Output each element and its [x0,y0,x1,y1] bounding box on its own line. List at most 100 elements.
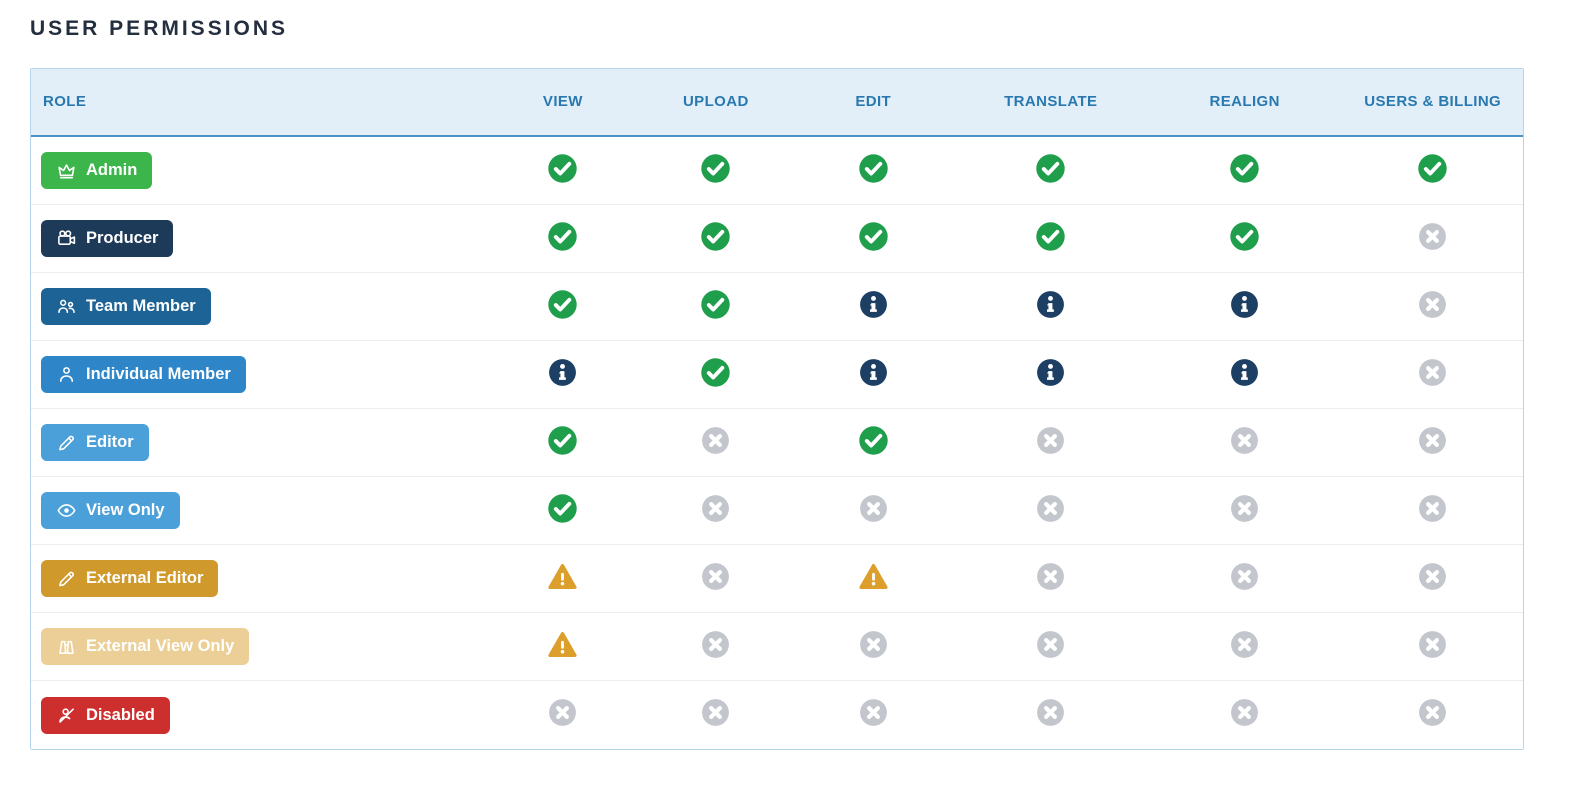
x-circle-icon [858,629,889,660]
table-header: ROLE VIEW UPLOAD EDIT TRANSLATE REALIGN USERS … [31,69,1523,137]
table-row: External Editor [31,545,1523,613]
check-circle-icon [700,357,731,388]
permission-cell-upload [639,409,792,477]
permission-cell-view [486,477,640,545]
permission-cell-users_billing [1342,137,1523,205]
role-badge-label: View Only [86,501,165,519]
x-circle-icon [700,493,731,524]
column-header-upload: UPLOAD [639,69,792,137]
warning-triangle-icon [858,561,889,592]
column-header-realign: REALIGN [1146,69,1343,137]
check-circle-icon [858,153,889,184]
role-badge-view-only: View Only [41,492,180,529]
x-circle-icon [858,697,889,728]
check-circle-icon [547,221,578,252]
x-circle-icon [1417,561,1448,592]
warning-triangle-icon [547,629,578,660]
check-circle-icon [547,289,578,320]
info-circle-icon [858,289,889,320]
check-circle-icon [1035,153,1066,184]
x-circle-icon [700,561,731,592]
permission-cell-view [486,205,640,273]
check-circle-icon [1229,153,1260,184]
role-badge-external-view-only: External View Only [41,628,250,665]
permission-cell-translate [954,613,1147,681]
permission-cell-view [486,545,640,613]
permission-cell-realign [1146,613,1343,681]
role-cell: Editor [31,409,487,477]
permission-cell-translate [954,137,1147,205]
table-row: View Only [31,477,1523,545]
movie-camera-icon [56,228,77,249]
permission-cell-edit [791,545,955,613]
role-badge-label: Editor [86,433,134,451]
info-circle-icon [547,357,578,388]
check-circle-icon [1417,153,1448,184]
check-circle-icon [1229,221,1260,252]
x-circle-icon [1035,697,1066,728]
x-circle-icon [1417,425,1448,456]
info-circle-icon [858,357,889,388]
x-circle-icon [1229,629,1260,660]
role-cell: Admin [31,137,487,205]
permission-cell-realign [1146,273,1343,341]
pencil-icon [56,568,77,589]
permission-cell-users_billing [1342,205,1523,273]
x-circle-icon [1417,357,1448,388]
permission-cell-upload [639,545,792,613]
permission-cell-users_billing [1342,681,1523,749]
permission-cell-edit [791,205,955,273]
permission-cell-realign [1146,545,1343,613]
check-circle-icon [547,153,578,184]
check-circle-icon [858,425,889,456]
permission-cell-realign [1146,341,1343,409]
x-circle-icon [858,493,889,524]
x-circle-icon [1229,425,1260,456]
permission-cell-translate [954,205,1147,273]
role-badge-team-member: Team Member [41,288,211,325]
check-circle-icon [1035,221,1066,252]
permission-cell-realign [1146,205,1343,273]
eye-icon [56,500,77,521]
role-cell: Team Member [31,273,487,341]
table-row: Producer [31,205,1523,273]
permission-cell-upload [639,477,792,545]
permission-cell-upload [639,613,792,681]
info-circle-icon [1229,357,1260,388]
permission-cell-upload [639,205,792,273]
x-circle-icon [1035,629,1066,660]
role-cell: Disabled [31,681,487,749]
permission-cell-translate [954,681,1147,749]
permission-cell-users_billing [1342,477,1523,545]
permission-cell-view [486,681,640,749]
role-badge-label: External View Only [86,637,235,655]
permission-cell-upload [639,341,792,409]
x-circle-icon [1035,425,1066,456]
page-title: USER PERMISSIONS [30,17,289,40]
role-badge-individual-member: Individual Member [41,356,246,393]
column-header-view: VIEW [486,69,640,137]
column-header-translate: TRANSLATE [954,69,1147,137]
role-badge-producer: Producer [41,220,174,257]
info-circle-icon [1035,357,1066,388]
permission-cell-edit [791,613,955,681]
x-circle-icon [1417,493,1448,524]
crown-icon [56,160,77,181]
permission-cell-view [486,341,640,409]
role-badge-disabled: Disabled [41,696,170,734]
permission-cell-view [486,409,640,477]
role-cell: Producer [31,205,487,273]
permission-cell-translate [954,545,1147,613]
check-circle-icon [700,153,731,184]
permission-cell-edit [791,477,955,545]
table-row: Team Member [31,273,1523,341]
permission-cell-edit [791,137,955,205]
person-icon [56,364,77,385]
role-cell: Individual Member [31,341,487,409]
permission-cell-realign [1146,409,1343,477]
role-cell: External View Only [31,613,487,681]
x-circle-icon [1035,561,1066,592]
x-circle-icon [1417,221,1448,252]
permission-cell-upload [639,137,792,205]
permission-cell-users_billing [1342,409,1523,477]
